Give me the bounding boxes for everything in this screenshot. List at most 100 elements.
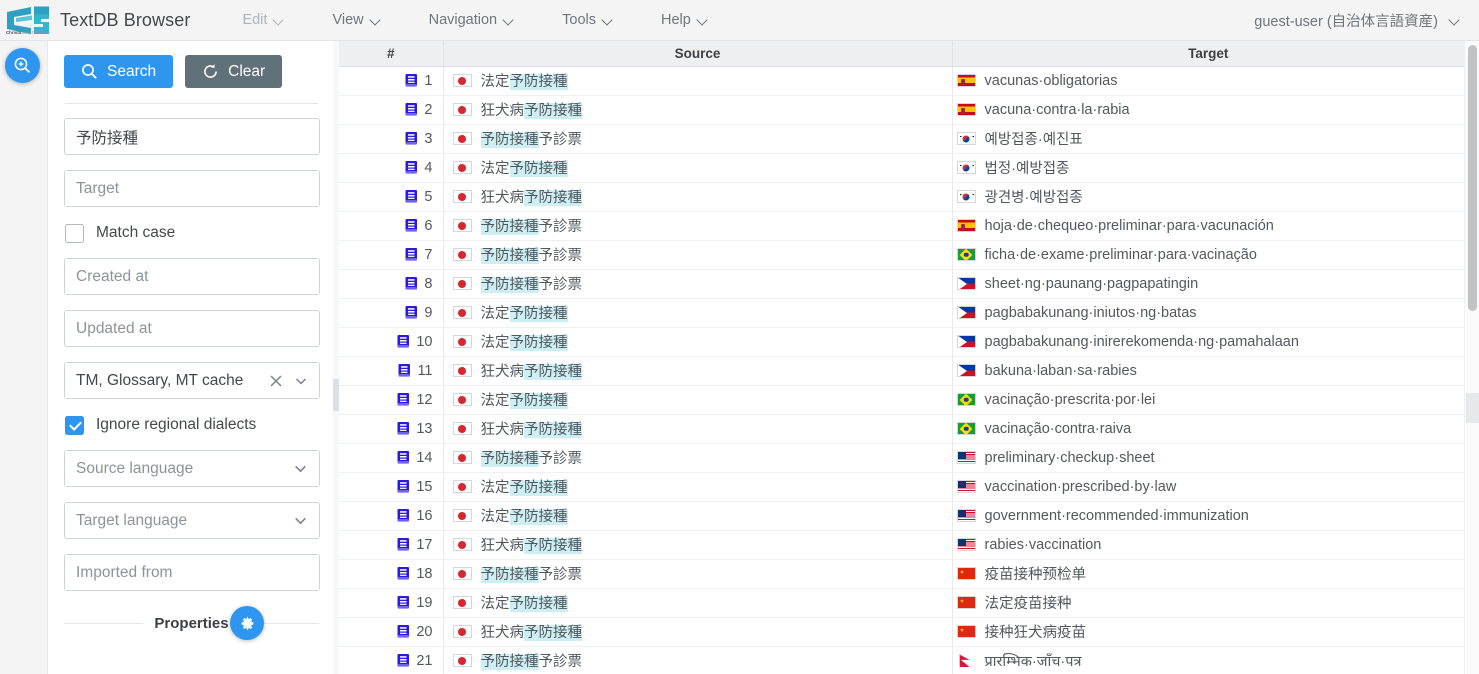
source-cell[interactable]: 予防接種予診票 [443, 559, 953, 589]
source-cell[interactable]: 法定予防接種 [443, 327, 953, 357]
target-cell[interactable]: pagbabakunang·iniutos·ng·batas [952, 298, 1464, 328]
source-cell[interactable]: 法定予防接種 [443, 588, 953, 618]
imported-from-field[interactable] [64, 554, 320, 591]
source-input[interactable] [65, 119, 319, 154]
updated-at-input[interactable] [65, 311, 319, 346]
row-number-cell[interactable]: 13 [339, 414, 444, 444]
row-number-cell[interactable]: 3 [339, 124, 444, 154]
source-cell[interactable]: 法定予防接種 [443, 472, 953, 502]
source-cell[interactable]: 狂犬病予防接種 [443, 95, 953, 125]
sidebar-splitter[interactable] [333, 41, 339, 674]
source-cell[interactable]: 予防接種予診票 [443, 646, 953, 674]
splitter-grip[interactable] [333, 379, 339, 411]
target-field[interactable] [64, 170, 320, 207]
table-row[interactable]: 9 法定予防接種 pagbabakunang·iniutos·ng·batas [339, 298, 1464, 328]
table-row[interactable]: 16 法定予防接種 government·recommended·immunizat… [339, 501, 1464, 531]
target-input[interactable] [65, 171, 319, 206]
table-row[interactable]: 21 予防接種予診票 प्रारम्भिक·जाँच·पत्र [339, 646, 1464, 674]
column-header-source[interactable]: Source [443, 41, 953, 67]
source-cell[interactable]: 法定予防接種 [443, 66, 953, 96]
source-cell[interactable]: 狂犬病予防接種 [443, 530, 953, 560]
table-row[interactable]: 18 予防接種予診票 疫苗接种预检单 [339, 559, 1464, 589]
table-row[interactable]: 10 法定予防接種 pagbabakunang·inirerekomenda·ng·… [339, 327, 1464, 357]
row-number-cell[interactable]: 11 [339, 356, 444, 386]
target-cell[interactable]: 법정·예방접종 [952, 153, 1464, 183]
target-cell[interactable]: प्रारम्भिक·जाँच·पत्र [952, 646, 1464, 674]
vertical-scrollbar[interactable] [1464, 41, 1479, 674]
row-number-cell[interactable]: 9 [339, 298, 444, 328]
row-number-cell[interactable]: 10 [339, 327, 444, 357]
target-cell[interactable]: 法定疫苗接种 [952, 588, 1464, 618]
created-at-field[interactable] [64, 258, 320, 295]
table-row[interactable]: 19 法定予防接種 法定疫苗接种 [339, 588, 1464, 618]
chevron-down-icon[interactable] [293, 513, 308, 528]
menu-edit[interactable]: Edit [234, 8, 293, 32]
imported-from-input[interactable] [65, 555, 319, 590]
clear-button[interactable]: Clear [185, 55, 283, 88]
row-number-cell[interactable]: 18 [339, 559, 444, 589]
target-cell[interactable]: 광견병·예방접종 [952, 182, 1464, 212]
table-row[interactable]: 1 法定予防接種 vacunas·obligatorias [339, 66, 1464, 96]
source-cell[interactable]: 狂犬病予防接種 [443, 617, 953, 647]
chevron-down-icon[interactable] [293, 461, 308, 476]
ignore-dialects-checkbox[interactable] [65, 415, 84, 435]
menu-tools[interactable]: Tools [554, 8, 622, 32]
row-number-cell[interactable]: 5 [339, 182, 444, 212]
column-header-target[interactable]: Target [952, 41, 1464, 67]
row-number-cell[interactable]: 1 [339, 66, 444, 96]
menu-view[interactable]: View [324, 8, 389, 32]
row-number-cell[interactable]: 16 [339, 501, 444, 531]
target-cell[interactable]: vacunas·obligatorias [952, 66, 1464, 96]
target-cell[interactable]: vacinação·contra·raiva [952, 414, 1464, 444]
row-number-cell[interactable]: 8 [339, 269, 444, 299]
scrollbar-secondary-nub[interactable] [1466, 393, 1479, 423]
target-cell[interactable]: vaccination·prescribed·by·law [952, 472, 1464, 502]
table-row[interactable]: 4 法定予防接種 법정·예방접종 [339, 153, 1464, 183]
created-at-input[interactable] [65, 259, 319, 294]
source-cell[interactable]: 法定予防接種 [443, 501, 953, 531]
row-number-cell[interactable]: 15 [339, 472, 444, 502]
source-cell[interactable]: 法定予防接種 [443, 153, 953, 183]
row-number-cell[interactable]: 12 [339, 385, 444, 415]
target-cell[interactable]: 疫苗接种预检单 [952, 559, 1464, 589]
zoom-in-button[interactable] [5, 48, 40, 83]
row-number-cell[interactable]: 6 [339, 211, 444, 241]
column-header-number[interactable]: # [339, 41, 444, 67]
table-row[interactable]: 11 狂犬病予防接種 bakuna·laban·sa·rabies [339, 356, 1464, 386]
table-row[interactable]: 12 法定予防接種 vacinação·prescrita·por·lei [339, 385, 1464, 415]
source-cell[interactable]: 予防接種予診票 [443, 240, 953, 270]
source-cell[interactable]: 狂犬病予防接種 [443, 414, 953, 444]
source-cell[interactable]: 予防接種予診票 [443, 124, 953, 154]
target-cell[interactable]: rabies·vaccination [952, 530, 1464, 560]
row-number-cell[interactable]: 19 [339, 588, 444, 618]
row-number-cell[interactable]: 14 [339, 443, 444, 473]
source-cell[interactable]: 法定予防接種 [443, 385, 953, 415]
row-number-cell[interactable]: 2 [339, 95, 444, 125]
target-cell[interactable]: 接种狂犬病疫苗 [952, 617, 1464, 647]
match-case-checkbox[interactable] [65, 223, 84, 243]
row-number-cell[interactable]: 17 [339, 530, 444, 560]
target-cell[interactable]: pagbabakunang·inirerekomenda·ng·pamahala… [952, 327, 1464, 357]
resource-select[interactable]: TM, Glossary, MT cache [64, 362, 320, 399]
row-number-cell[interactable]: 4 [339, 153, 444, 183]
user-menu[interactable]: guest-user (自治体言語資産) [1254, 10, 1461, 31]
source-field[interactable] [64, 118, 320, 155]
table-row[interactable]: 2 狂犬病予防接種 vacuna·contra·la·rabia [339, 95, 1464, 125]
properties-settings-button[interactable] [230, 606, 264, 640]
source-cell[interactable]: 狂犬病予防接種 [443, 356, 953, 386]
table-row[interactable]: 7 予防接種予診票 ficha·de·exame·preliminar·para·v… [339, 240, 1464, 270]
table-row[interactable]: 8 予防接種予診票 sheet·ng·paunang·pagpapatingin [339, 269, 1464, 299]
target-cell[interactable]: hoja·de·chequeo·preliminar·para·vacunaci… [952, 211, 1464, 241]
source-language-select[interactable]: Source language [64, 450, 320, 487]
target-cell[interactable]: bakuna·laban·sa·rabies [952, 356, 1464, 386]
target-language-select[interactable]: Target language [64, 502, 320, 539]
ignore-dialects-row[interactable]: Ignore regional dialects [65, 414, 319, 436]
source-cell[interactable]: 予防接種予診票 [443, 269, 953, 299]
target-cell[interactable]: sheet·ng·paunang·pagpapatingin [952, 269, 1464, 299]
row-number-cell[interactable]: 21 [339, 646, 444, 674]
target-cell[interactable]: preliminary·checkup·sheet [952, 443, 1464, 473]
source-cell[interactable]: 予防接種予診票 [443, 211, 953, 241]
match-case-row[interactable]: Match case [65, 222, 319, 244]
source-cell[interactable]: 予防接種予診票 [443, 443, 953, 473]
table-row[interactable]: 13 狂犬病予防接種 vacinação·contra·raiva [339, 414, 1464, 444]
